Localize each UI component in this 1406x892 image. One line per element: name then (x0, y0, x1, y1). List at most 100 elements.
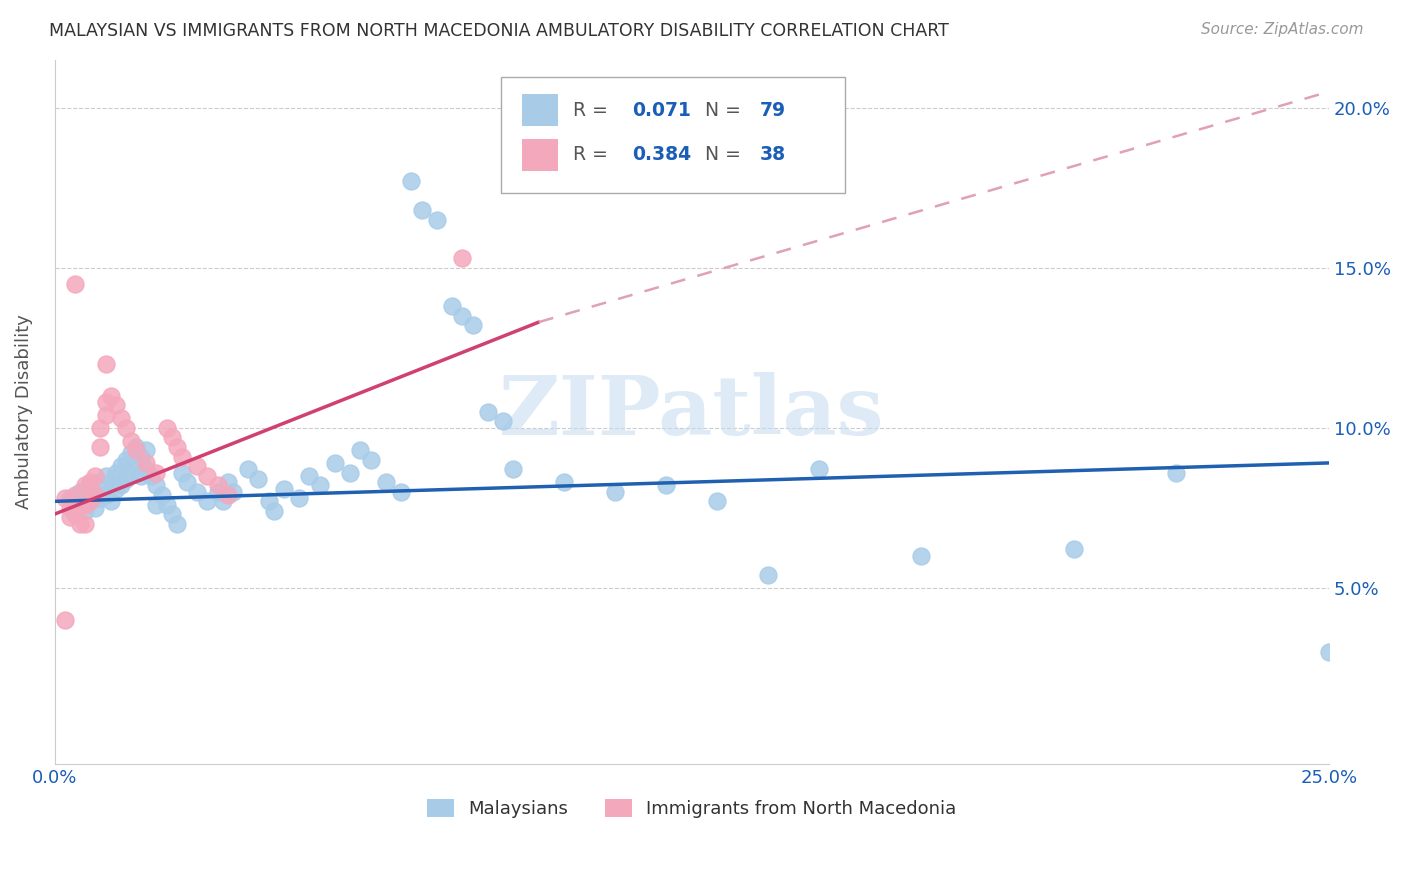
Point (89, 491, 111, 505)
Point (104, 482, 127, 496)
Point (426, 212, 449, 227)
Point (115, 421, 138, 435)
Point (129, 468, 152, 483)
Point (166, 440, 188, 454)
Point (411, 202, 433, 217)
Point (273, 482, 295, 496)
Point (110, 459, 132, 474)
Point (75, 516, 97, 531)
Text: ZIPatlas: ZIPatlas (499, 372, 884, 451)
Point (166, 516, 188, 531)
Point (69, 484, 91, 499)
Point (75, 478, 97, 492)
Point (79, 494, 101, 508)
Point (59, 510, 82, 524)
FancyBboxPatch shape (522, 139, 558, 170)
Point (401, 174, 423, 188)
Point (492, 414, 515, 428)
Point (75, 488, 97, 502)
Point (120, 434, 142, 448)
Point (75, 498, 97, 512)
Point (349, 443, 371, 458)
Point (125, 440, 148, 454)
Point (104, 466, 127, 480)
Point (374, 475, 396, 490)
Point (94, 357, 117, 371)
FancyBboxPatch shape (522, 95, 558, 126)
Point (84, 468, 107, 483)
Point (89, 421, 111, 435)
Point (94, 408, 117, 422)
Point (756, 568, 779, 582)
Point (69, 516, 91, 531)
Point (100, 475, 122, 490)
Point (1063, 542, 1085, 557)
Point (217, 475, 239, 490)
Text: N =: N = (704, 101, 741, 120)
Point (160, 507, 183, 521)
Point (69, 498, 91, 512)
Point (441, 299, 464, 313)
Point (323, 456, 346, 470)
Point (298, 468, 321, 483)
Point (263, 504, 285, 518)
Point (360, 452, 382, 467)
Point (141, 468, 163, 483)
Point (63, 488, 86, 502)
Point (53, 491, 76, 505)
Point (94, 395, 117, 409)
Point (115, 452, 138, 467)
Point (125, 443, 148, 458)
Point (150, 488, 173, 502)
Point (135, 456, 157, 470)
Point (197, 494, 219, 508)
Point (69, 498, 91, 512)
Text: Source: ZipAtlas.com: Source: ZipAtlas.com (1201, 22, 1364, 37)
Point (94, 468, 117, 483)
Point (84, 484, 107, 499)
Point (94, 488, 117, 502)
Point (156, 421, 179, 435)
Text: 0.071: 0.071 (631, 101, 690, 120)
Point (145, 466, 167, 480)
Point (63, 507, 86, 521)
Point (89, 440, 111, 454)
Legend: Malaysians, Immigrants from North Macedonia: Malaysians, Immigrants from North Macedo… (420, 791, 963, 825)
Point (63, 507, 86, 521)
FancyBboxPatch shape (501, 78, 845, 194)
Point (1166, 466, 1188, 480)
Point (553, 475, 575, 490)
Point (115, 472, 138, 486)
Point (207, 478, 229, 492)
Point (84, 500, 107, 515)
Point (257, 494, 280, 508)
Point (451, 251, 474, 265)
Point (247, 472, 270, 486)
Text: N =: N = (704, 145, 741, 164)
Point (176, 475, 198, 490)
Point (145, 498, 167, 512)
Point (197, 468, 219, 483)
Text: 0.384: 0.384 (631, 145, 692, 164)
Point (63, 277, 86, 291)
Point (59, 491, 82, 505)
Point (79, 494, 101, 508)
Point (207, 484, 229, 499)
Point (89, 475, 111, 490)
Point (186, 459, 208, 474)
Text: R =: R = (574, 101, 614, 120)
Point (655, 478, 678, 492)
Point (75, 504, 97, 518)
Text: MALAYSIAN VS IMMIGRANTS FROM NORTH MACEDONIA AMBULATORY DISABILITY CORRELATION C: MALAYSIAN VS IMMIGRANTS FROM NORTH MACED… (49, 22, 949, 40)
Point (120, 446, 142, 460)
Point (79, 475, 101, 490)
Point (125, 459, 148, 474)
Point (110, 478, 132, 492)
Point (706, 494, 728, 508)
Point (53, 613, 76, 627)
Point (135, 443, 157, 458)
Point (135, 462, 157, 476)
Point (451, 309, 474, 323)
Point (222, 484, 245, 499)
Point (502, 462, 524, 476)
